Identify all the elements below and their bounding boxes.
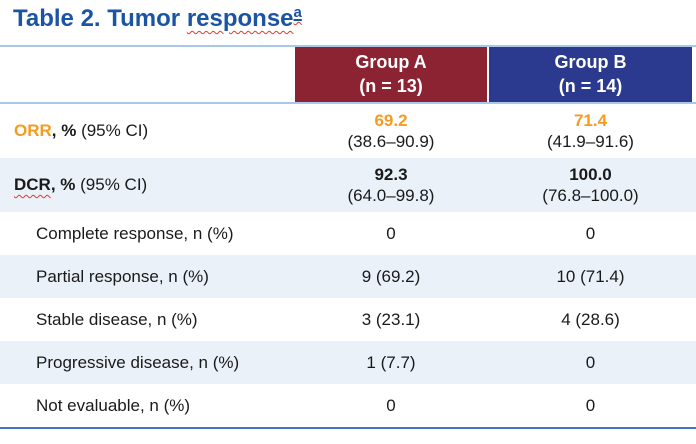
orr-value-group-b: 71.4 (41.9–91.6) [489,110,692,153]
group-b-name: Group B [554,52,627,73]
table-row-dcr: DCR, % (95% CI) 92.3 (64.0–99.8) 100.0 (… [0,158,696,212]
footnote-marker: a [293,4,302,21]
row-label-dcr: DCR, % (95% CI) [0,175,295,195]
dcr-label-bold: , % [50,175,76,194]
orr-label-rest: (95% CI) [76,121,149,140]
table-header-row: Group A (n = 13) Group B (n = 14) [0,45,696,104]
group-a-n: (n = 13) [359,75,423,96]
complete-response-group-a: 0 [386,223,396,243]
progressive-disease-group-a: 1 (7.7) [366,352,416,372]
not-evaluable-group-a: 0 [386,395,396,415]
partial-response-group-b: 10 (71.4) [556,266,625,286]
orr-b-ci: (41.9–91.6) [547,132,634,151]
dcr-b-value: 100.0 [569,164,612,184]
dcr-b-ci: (76.8–100.0) [542,186,639,205]
orr-a-value: 69.2 [374,110,408,130]
table-row-progressive-disease: Progressive disease, n (%) 1 (7.7) 0 [0,341,696,384]
header-group-b: Group B (n = 14) [489,47,692,102]
not-evaluable-group-b: 0 [585,395,596,415]
row-label-stable-disease: Stable disease, n (%) [36,309,198,329]
dcr-value-group-a: 92.3 (64.0–99.8) [295,164,487,207]
orr-label-bold: , % [51,121,77,140]
complete-response-group-b: 0 [585,223,596,243]
table-row-orr: ORR, % (95% CI) 69.2 (38.6–90.9) 71.4 (4… [0,104,696,158]
orr-a-ci: (38.6–90.9) [347,132,435,151]
table-title: Table 2. Tumor responsea [13,5,302,33]
row-label-orr: ORR, % (95% CI) [0,121,295,141]
table-bottom-rule [0,427,696,429]
group-a-name: Group A [355,52,427,73]
tumor-response-table: Group A (n = 13) Group B (n = 14) ORR, %… [0,45,696,429]
row-label-complete-response: Complete response, n (%) [36,223,234,243]
progressive-disease-group-b: 0 [585,352,596,372]
dcr-label-em: DCR [14,175,51,194]
partial-response-group-a: 9 (69.2) [361,266,421,286]
orr-b-value: 71.4 [573,110,608,130]
header-group-a: Group A (n = 13) [295,47,487,102]
group-b-n: (n = 14) [558,75,623,96]
table-row-not-evaluable: Not evaluable, n (%) 0 0 [0,384,696,427]
dcr-value-group-b: 100.0 (76.8–100.0) [489,164,692,207]
dcr-label-rest: (95% CI) [75,175,148,194]
row-label-progressive-disease: Progressive disease, n (%) [36,352,240,372]
orr-value-group-a: 69.2 (38.6–90.9) [295,110,487,153]
table-row-complete-response: Complete response, n (%) 0 0 [0,212,696,255]
footnote-marker-sup: a [294,4,302,21]
stable-disease-group-b: 4 (28.6) [561,309,620,329]
table-row-partial-response: Partial response, n (%) 9 (69.2) 10 (71.… [0,255,696,298]
table-title-highlight: response [186,5,294,32]
stable-disease-group-a: 3 (23.1) [361,309,421,329]
table-title-prefix: Table 2. Tumor [13,5,187,32]
header-label-spacer [0,47,295,102]
dcr-a-value: 92.3 [374,164,408,184]
dcr-a-ci: (64.0–99.8) [347,186,435,205]
orr-label-em: ORR [14,121,52,140]
row-label-not-evaluable: Not evaluable, n (%) [36,395,191,415]
table-row-stable-disease: Stable disease, n (%) 3 (23.1) 4 (28.6) [0,298,696,341]
row-label-partial-response: Partial response, n (%) [36,266,209,286]
